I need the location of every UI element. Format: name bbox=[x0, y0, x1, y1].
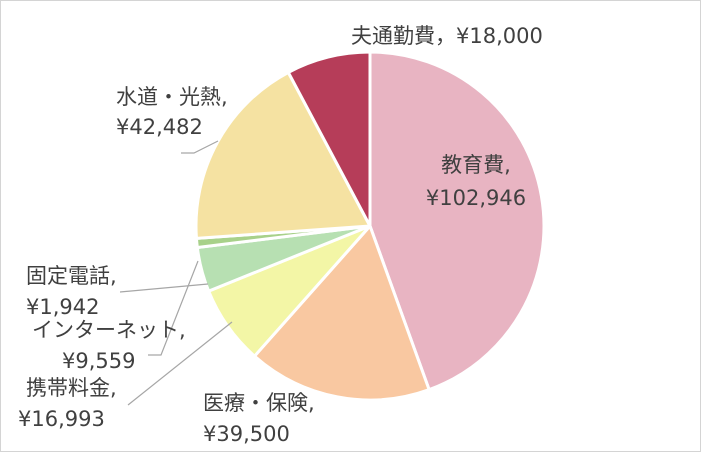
slice-label-kyoiku-name: 教育費, bbox=[441, 153, 511, 177]
slice-label-iryo-amount: ¥39,500 bbox=[203, 422, 290, 446]
slice-label-internet-amount: ¥9,559 bbox=[62, 349, 135, 373]
slice-label-kyoiku-amount: ¥102,946 bbox=[426, 186, 526, 210]
slice-label-kotei-name: 固定電話, bbox=[26, 264, 117, 288]
slice-label-kotei-amount: ¥1,942 bbox=[26, 295, 99, 319]
leader-lines bbox=[119, 140, 233, 406]
slice-label-suido-name: 水道・光熱, bbox=[116, 85, 228, 109]
slice-label-tsukin: 夫通勤費，¥18,000 bbox=[351, 24, 543, 48]
slice-label-keitai-name: 携帯料金, bbox=[26, 376, 117, 400]
pie-slices bbox=[194, 50, 546, 402]
slice-label-keitai-amount: ¥16,993 bbox=[18, 407, 105, 431]
pie-slice-1 bbox=[253, 224, 431, 402]
data-labels: 夫通勤費，¥18,000 教育費, ¥102,946 医療・保険, ¥39,50… bbox=[18, 24, 543, 446]
leader-line-keitai bbox=[127, 321, 233, 406]
pie-slice-5 bbox=[194, 70, 372, 240]
pie-slice-0 bbox=[368, 50, 546, 392]
leader-line-suido bbox=[181, 140, 219, 154]
leader-line-kotei bbox=[119, 283, 209, 293]
leader-line-internet bbox=[148, 260, 199, 356]
slice-label-iryo-name: 医療・保険, bbox=[203, 391, 315, 415]
pie-slice-6 bbox=[286, 50, 372, 228]
slice-label-internet-name: インターネット, bbox=[32, 318, 186, 342]
slice-label-suido-amount: ¥42,482 bbox=[116, 115, 203, 139]
